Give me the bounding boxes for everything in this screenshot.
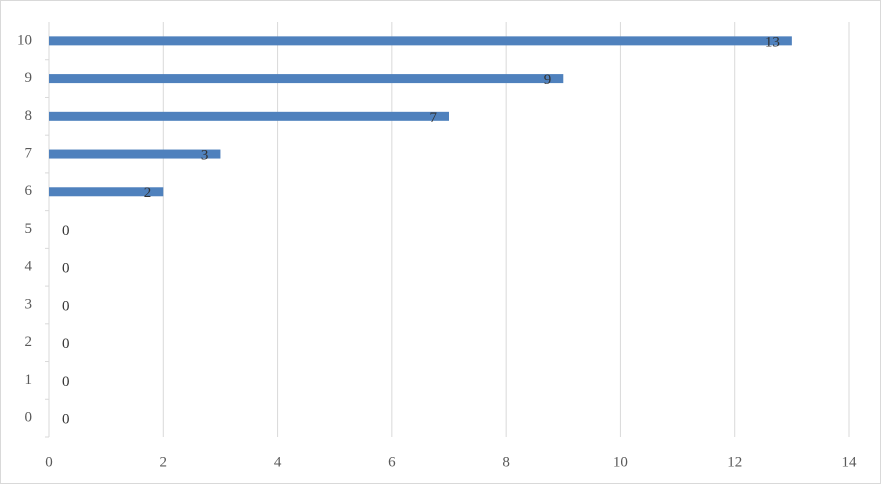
x-tick-label: 4 [274, 454, 282, 470]
y-tick-label: 4 [25, 259, 33, 275]
data-label: 0 [62, 374, 70, 390]
data-label: 13 [765, 34, 780, 50]
y-tick-label: 9 [25, 70, 33, 86]
bar [49, 149, 221, 159]
data-label: 0 [62, 412, 70, 428]
x-tick-label: 10 [613, 454, 628, 470]
data-label: 7 [430, 110, 438, 126]
x-tick-label: 8 [502, 454, 510, 470]
bar [49, 74, 564, 84]
x-tick-label: 2 [160, 454, 168, 470]
y-tick-label: 5 [25, 221, 33, 237]
data-label: 9 [544, 72, 552, 88]
data-label: 0 [62, 223, 70, 239]
x-tick-label: 12 [727, 454, 742, 470]
bar [49, 36, 792, 46]
data-label: 0 [62, 336, 70, 352]
y-tick-label: 6 [25, 183, 33, 199]
y-tick-label: 10 [17, 32, 32, 48]
y-tick-label: 2 [25, 334, 33, 350]
y-tick-label: 3 [25, 296, 33, 312]
x-tick-label: 0 [45, 454, 53, 470]
x-tick-label: 14 [842, 454, 858, 470]
x-tick-label: 6 [388, 454, 396, 470]
data-label: 0 [62, 261, 70, 277]
bar [49, 187, 164, 197]
y-tick-label: 7 [25, 145, 33, 161]
y-tick-label: 0 [25, 410, 33, 426]
y-tick-label: 8 [25, 108, 33, 124]
y-tick-label: 1 [25, 372, 33, 388]
data-label: 3 [201, 147, 209, 163]
bar [49, 111, 449, 121]
data-label: 2 [144, 185, 152, 201]
data-label: 0 [62, 298, 70, 314]
